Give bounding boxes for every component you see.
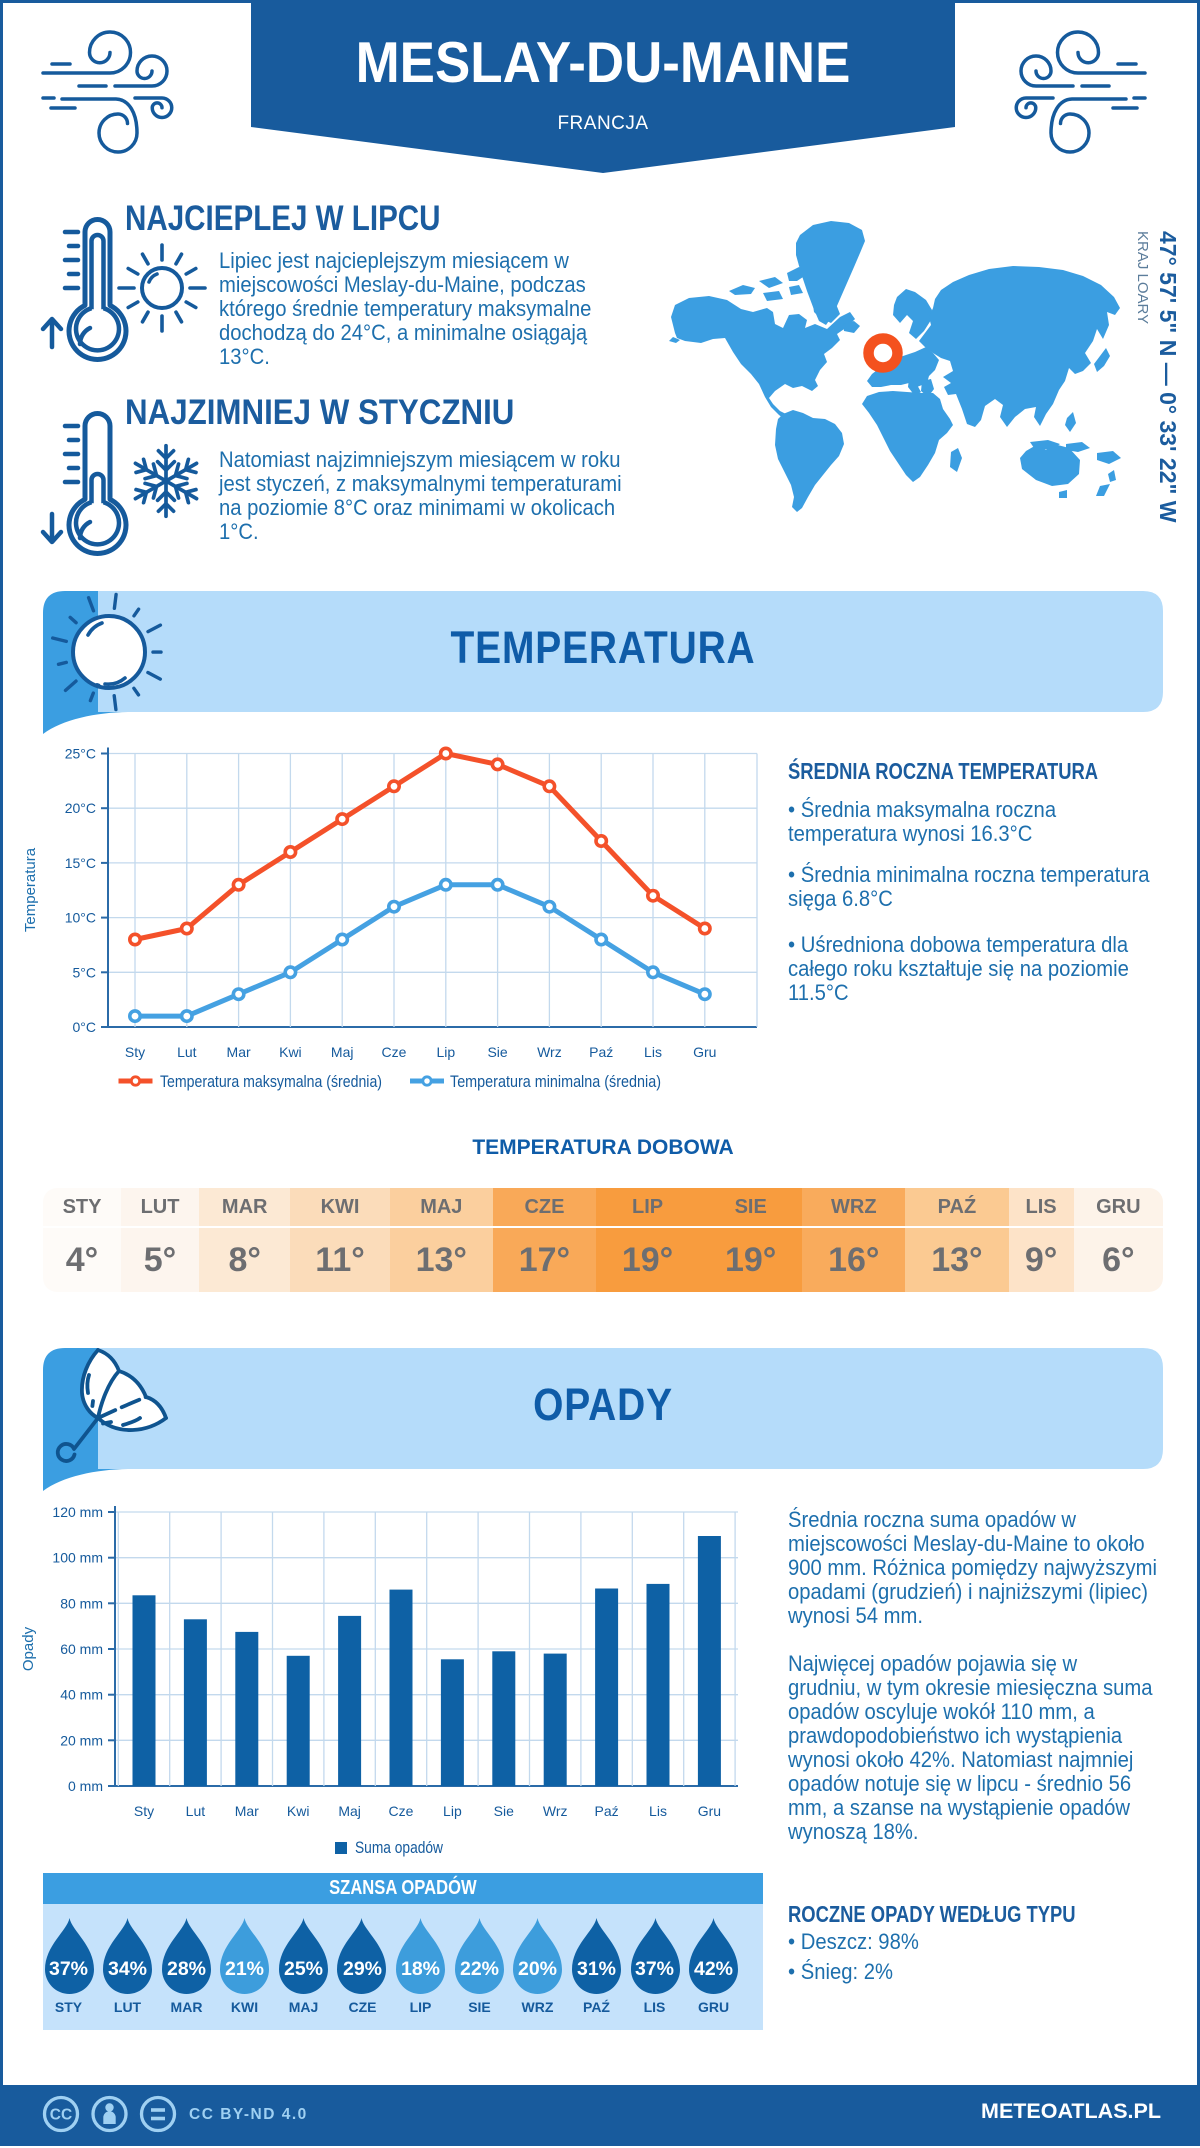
svg-text:Maj: Maj — [338, 1803, 361, 1819]
svg-text:Lis: Lis — [649, 1803, 667, 1819]
svg-text:Sie: Sie — [487, 1044, 507, 1060]
svg-text:Temperatura: Temperatura — [22, 847, 39, 932]
svg-text:Cze: Cze — [382, 1044, 407, 1060]
svg-text:Mar: Mar — [227, 1044, 251, 1060]
svg-text:40 mm: 40 mm — [60, 1687, 103, 1703]
svg-text:Suma opadów: Suma opadów — [355, 1839, 443, 1857]
svg-text:Lut: Lut — [177, 1044, 197, 1060]
svg-text:20 mm: 20 mm — [60, 1732, 103, 1748]
svg-text:Gru: Gru — [693, 1044, 716, 1060]
svg-text:0°C: 0°C — [73, 1019, 97, 1035]
svg-text:Kwi: Kwi — [287, 1803, 310, 1819]
svg-text:Mar: Mar — [235, 1803, 259, 1819]
svg-text:Kwi: Kwi — [279, 1044, 302, 1060]
svg-text:CC: CC — [50, 2107, 72, 2124]
svg-text:Lut: Lut — [186, 1803, 206, 1819]
svg-text:Paź: Paź — [589, 1044, 613, 1060]
svg-text:Sty: Sty — [125, 1044, 145, 1060]
svg-text:Sie: Sie — [494, 1803, 514, 1819]
svg-text:20°C: 20°C — [65, 800, 96, 816]
svg-text:Cze: Cze — [389, 1803, 414, 1819]
svg-text:Wrz: Wrz — [543, 1803, 568, 1819]
svg-text:15°C: 15°C — [65, 855, 96, 871]
svg-text:Temperatura minimalna (średnia: Temperatura minimalna (średnia) — [450, 1073, 661, 1091]
svg-text:Lip: Lip — [436, 1044, 455, 1060]
svg-text:Lip: Lip — [443, 1803, 462, 1819]
svg-text:60 mm: 60 mm — [60, 1641, 103, 1657]
svg-text:100 mm: 100 mm — [52, 1550, 103, 1566]
svg-text:10°C: 10°C — [65, 910, 96, 926]
svg-text:Maj: Maj — [331, 1044, 354, 1060]
svg-text:5°C: 5°C — [73, 964, 97, 980]
svg-text:Lis: Lis — [644, 1044, 662, 1060]
svg-text:Opady: Opady — [20, 1626, 37, 1671]
svg-text:80 mm: 80 mm — [60, 1595, 103, 1611]
svg-text:Temperatura maksymalna (średni: Temperatura maksymalna (średnia) — [160, 1073, 382, 1091]
svg-text:0 mm: 0 mm — [68, 1778, 103, 1794]
svg-text:Paź: Paź — [595, 1803, 619, 1819]
svg-text:Gru: Gru — [698, 1803, 721, 1819]
svg-text:120 mm: 120 mm — [52, 1504, 103, 1520]
svg-text:25°C: 25°C — [65, 746, 96, 762]
svg-text:Sty: Sty — [134, 1803, 154, 1819]
svg-text:Wrz: Wrz — [537, 1044, 562, 1060]
